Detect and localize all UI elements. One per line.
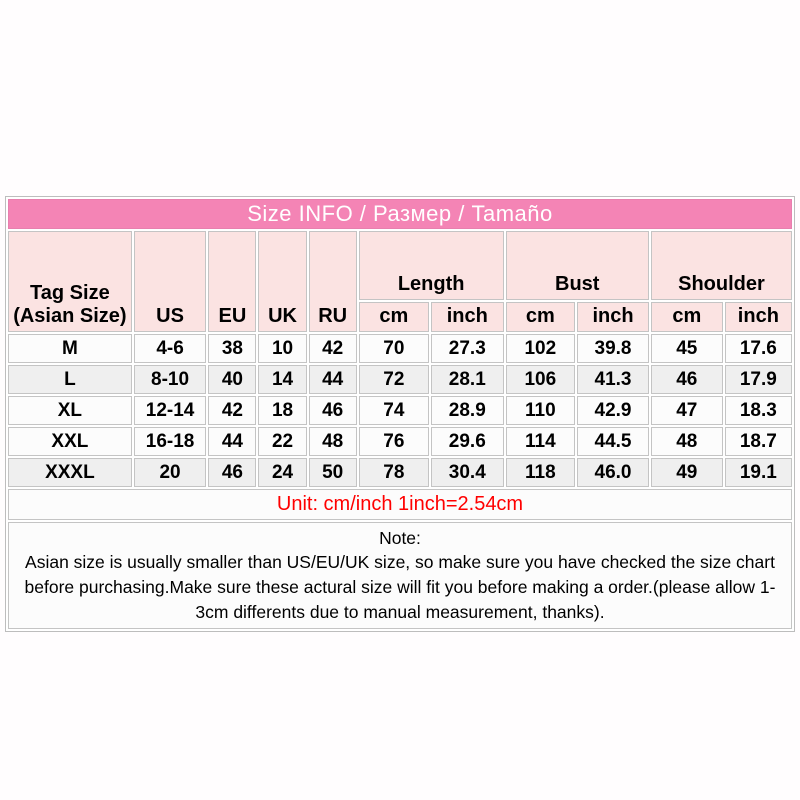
cell-tag: M [8, 334, 132, 363]
col-header-bust-cm: cm [505, 302, 576, 332]
cell-shoulder-cm: 47 [650, 396, 723, 425]
col-header-tag-size: Tag Size (Asian Size) [8, 231, 132, 332]
cell-bust-inch: 44.5 [577, 427, 649, 456]
cell-uk: 24 [258, 458, 307, 487]
cell-length-cm: 70 [358, 334, 429, 363]
unit-row: Unit: cm/inch 1inch=2.54cm [8, 489, 792, 520]
cell-length-inch: 30.4 [431, 458, 504, 487]
cell-bust-inch: 46.0 [577, 458, 649, 487]
cell-ru: 46 [308, 396, 357, 425]
col-header-length-inch: inch [431, 302, 504, 332]
note-section: Note: Asian size is usually smaller than… [8, 522, 792, 629]
tag-size-line2: (Asian Size) [13, 305, 127, 328]
table-row-xl: XL 12-14 42 18 46 74 28.9 110 42.9 47 18… [8, 396, 792, 425]
cell-length-inch: 28.9 [431, 396, 504, 425]
cell-length-cm: 76 [358, 427, 429, 456]
table-row-xxl: XXL 16-18 44 22 48 76 29.6 114 44.5 48 1… [8, 427, 792, 456]
cell-bust-inch: 41.3 [577, 365, 649, 394]
cell-us: 4-6 [133, 334, 207, 363]
cell-tag: L [8, 365, 132, 394]
cell-tag: XL [8, 396, 132, 425]
header-group-row: Tag Size (Asian Size) US EU UK RU Length… [8, 231, 792, 332]
cell-eu: 42 [208, 396, 257, 425]
col-header-ru: RU [308, 231, 357, 332]
cell-us: 12-14 [133, 396, 207, 425]
col-header-us: US [133, 231, 207, 332]
col-header-shoulder-cm: cm [650, 302, 723, 332]
cell-length-inch: 29.6 [431, 427, 504, 456]
cell-shoulder-inch: 18.3 [724, 396, 792, 425]
cell-ru: 44 [308, 365, 357, 394]
cell-length-cm: 78 [358, 458, 429, 487]
cell-uk: 10 [258, 334, 307, 363]
table-row-m: M 4-6 38 10 42 70 27.3 102 39.8 45 17.6 [8, 334, 792, 363]
cell-uk: 14 [258, 365, 307, 394]
col-header-bust-inch: inch [577, 302, 649, 332]
cell-eu: 40 [208, 365, 257, 394]
cell-bust-inch: 39.8 [577, 334, 649, 363]
header-unit-row: cm inch cm inch cm inch [8, 302, 792, 332]
cell-bust-cm: 106 [505, 365, 576, 394]
col-header-length-cm: cm [358, 302, 429, 332]
cell-bust-cm: 114 [505, 427, 576, 456]
cell-bust-cm: 102 [505, 334, 576, 363]
cell-ru: 42 [308, 334, 357, 363]
cell-bust-cm: 118 [505, 458, 576, 487]
cell-ru: 50 [308, 458, 357, 487]
cell-shoulder-inch: 19.1 [724, 458, 792, 487]
col-header-uk: UK [258, 231, 307, 332]
cell-shoulder-cm: 45 [650, 334, 723, 363]
cell-length-cm: 74 [358, 396, 429, 425]
cell-bust-cm: 110 [505, 396, 576, 425]
col-header-shoulder-inch: inch [724, 302, 792, 332]
cell-shoulder-cm: 46 [650, 365, 723, 394]
cell-length-inch: 27.3 [431, 334, 504, 363]
cell-uk: 18 [258, 396, 307, 425]
col-group-bust: Bust [505, 231, 649, 300]
cell-shoulder-inch: 18.7 [724, 427, 792, 456]
cell-tag: XXL [8, 427, 132, 456]
table-row-l: L 8-10 40 14 44 72 28.1 106 41.3 46 17.9 [8, 365, 792, 394]
tag-size-line1: Tag Size [30, 281, 110, 304]
cell-tag: XXXL [8, 458, 132, 487]
cell-us: 8-10 [133, 365, 207, 394]
size-info-title: Size INFO / Размер / Tamaño [8, 199, 792, 229]
col-group-length: Length [358, 231, 504, 300]
title-row: Size INFO / Размер / Tamaño [8, 199, 792, 229]
cell-shoulder-inch: 17.9 [724, 365, 792, 394]
cell-bust-inch: 42.9 [577, 396, 649, 425]
cell-length-cm: 72 [358, 365, 429, 394]
size-table: Size INFO / Размер / Tamaño Tag Size (As… [5, 196, 795, 632]
cell-eu: 46 [208, 458, 257, 487]
col-header-eu: EU [208, 231, 257, 332]
cell-us: 20 [133, 458, 207, 487]
unit-note: Unit: cm/inch 1inch=2.54cm [8, 489, 792, 520]
cell-shoulder-cm: 48 [650, 427, 723, 456]
cell-shoulder-cm: 49 [650, 458, 723, 487]
cell-length-inch: 28.1 [431, 365, 504, 394]
note-body: Asian size is usually smaller than US/EU… [24, 552, 776, 622]
cell-shoulder-inch: 17.6 [724, 334, 792, 363]
note-heading: Note: [379, 528, 421, 548]
cell-uk: 22 [258, 427, 307, 456]
note-row: Note: Asian size is usually smaller than… [8, 522, 792, 629]
cell-eu: 44 [208, 427, 257, 456]
cell-eu: 38 [208, 334, 257, 363]
cell-ru: 48 [308, 427, 357, 456]
table-row-xxxl: XXXL 20 46 24 50 78 30.4 118 46.0 49 19.… [8, 458, 792, 487]
cell-us: 16-18 [133, 427, 207, 456]
col-group-shoulder: Shoulder [650, 231, 792, 300]
